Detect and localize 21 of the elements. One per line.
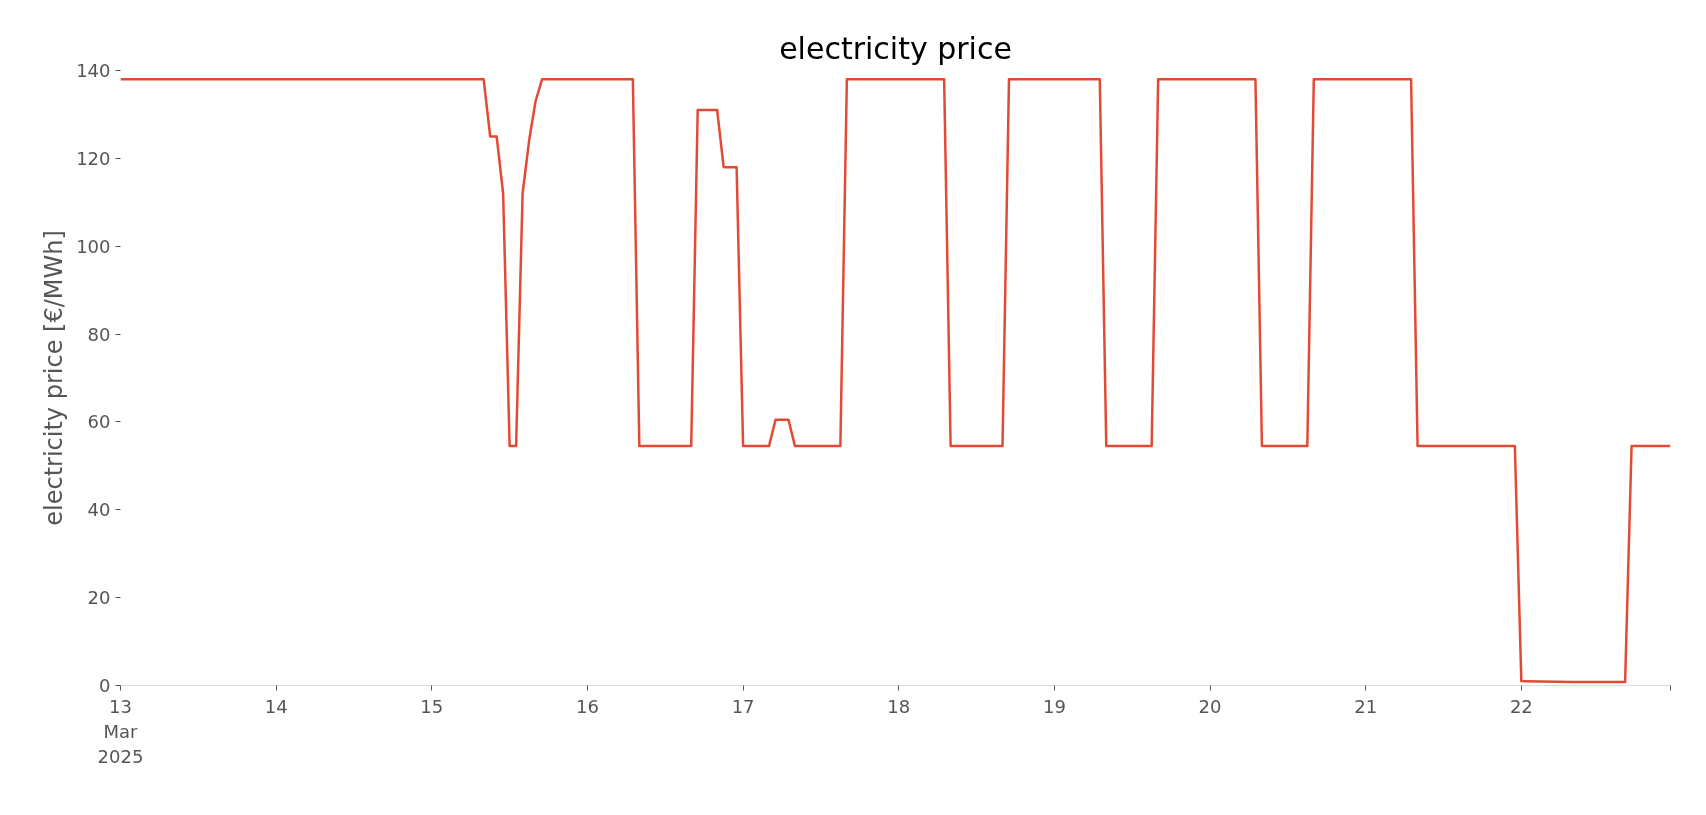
x-tick-label: 17 bbox=[731, 695, 755, 717]
line-series bbox=[120, 78, 1671, 684]
chart-title: electricity price bbox=[779, 30, 1012, 66]
y-tick-label: 140 bbox=[76, 60, 111, 81]
y-tick-label: 80 bbox=[87, 323, 111, 345]
x-tick-label: 21 bbox=[1354, 695, 1378, 717]
y-tick-label: 120 bbox=[76, 147, 111, 169]
x-tick-label: 13 Mar 2025 bbox=[97, 695, 144, 767]
y-tick-label: 20 bbox=[87, 587, 111, 609]
y-axis-title: electricity price [€/MWh] bbox=[40, 230, 69, 526]
y-tick-label: 40 bbox=[87, 499, 111, 521]
y-tick-label: 60 bbox=[87, 411, 111, 433]
x-tick-label: 15 bbox=[420, 695, 444, 717]
x-tick-label: 14 bbox=[264, 695, 288, 717]
x-tick-label: 20 bbox=[1198, 695, 1222, 717]
x-tick-label: 19 bbox=[1042, 695, 1066, 717]
x-tick-label: 18 bbox=[887, 695, 911, 717]
x-tick-label: 22 bbox=[1509, 695, 1533, 717]
x-tick-label: 16 bbox=[575, 695, 599, 717]
y-tick-label: 100 bbox=[76, 235, 111, 257]
y-tick-label: 0 bbox=[99, 675, 111, 696]
